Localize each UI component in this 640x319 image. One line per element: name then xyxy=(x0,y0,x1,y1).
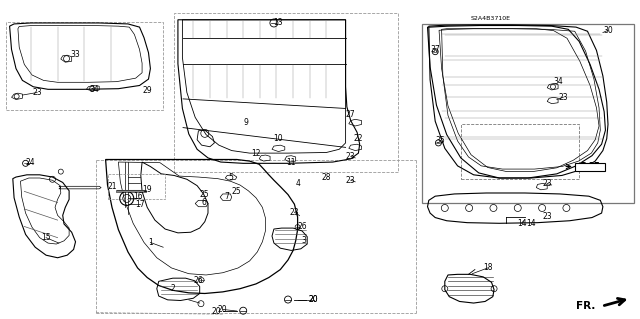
Text: 25: 25 xyxy=(200,190,210,199)
Bar xyxy=(422,24,634,203)
Text: S2A4B3710E: S2A4B3710E xyxy=(470,16,511,21)
Text: 24: 24 xyxy=(26,158,36,167)
Bar xyxy=(6,22,163,110)
Text: 23: 23 xyxy=(32,88,42,97)
Text: 21: 21 xyxy=(108,182,116,191)
Text: 16: 16 xyxy=(133,192,143,201)
FancyBboxPatch shape xyxy=(575,163,605,171)
Text: 12: 12 xyxy=(252,149,260,158)
Text: 4: 4 xyxy=(295,179,300,188)
Text: 23: 23 xyxy=(542,212,552,221)
Text: 26: 26 xyxy=(193,276,204,285)
Text: 5: 5 xyxy=(228,173,233,182)
Text: 37: 37 xyxy=(430,45,440,54)
Text: 2: 2 xyxy=(170,284,175,293)
Text: 34: 34 xyxy=(90,85,100,94)
Text: 13: 13 xyxy=(273,18,284,27)
Text: 20: 20 xyxy=(308,295,319,304)
Text: B-37: B-37 xyxy=(580,162,600,171)
Text: 33: 33 xyxy=(70,50,81,59)
Text: 19: 19 xyxy=(142,185,152,194)
Bar xyxy=(108,174,165,199)
Text: 3: 3 xyxy=(301,236,307,245)
Text: 9: 9 xyxy=(244,118,249,127)
Text: 23: 23 xyxy=(346,176,356,185)
Text: 14: 14 xyxy=(516,219,527,228)
Text: 34: 34 xyxy=(553,77,563,86)
Text: FR.: FR. xyxy=(576,300,595,311)
Text: 11: 11 xyxy=(287,158,296,167)
Text: 23: 23 xyxy=(542,179,552,188)
Text: 30: 30 xyxy=(603,26,613,35)
Text: 26: 26 xyxy=(297,222,307,231)
Text: 20: 20 xyxy=(308,295,319,304)
Text: 23: 23 xyxy=(289,208,300,217)
Text: 18: 18 xyxy=(483,263,492,272)
Bar xyxy=(174,13,398,172)
Text: 10: 10 xyxy=(273,134,284,143)
Text: 14: 14 xyxy=(526,219,536,228)
Bar xyxy=(461,124,579,179)
Text: 20: 20 xyxy=(218,305,228,314)
Text: 28: 28 xyxy=(322,173,331,182)
Text: 35: 35 xyxy=(435,136,445,145)
Text: 6: 6 xyxy=(201,198,206,207)
Text: 17: 17 xyxy=(134,200,145,209)
Text: 1: 1 xyxy=(148,238,153,247)
Text: 29: 29 xyxy=(142,86,152,95)
Text: 27: 27 xyxy=(346,110,356,119)
Text: 15: 15 xyxy=(41,233,51,242)
Text: 23: 23 xyxy=(346,152,356,161)
Text: 22: 22 xyxy=(354,134,363,143)
Text: 25: 25 xyxy=(232,187,242,196)
Text: 23: 23 xyxy=(558,93,568,102)
Text: 20: 20 xyxy=(211,307,221,315)
Text: 7: 7 xyxy=(225,192,230,201)
